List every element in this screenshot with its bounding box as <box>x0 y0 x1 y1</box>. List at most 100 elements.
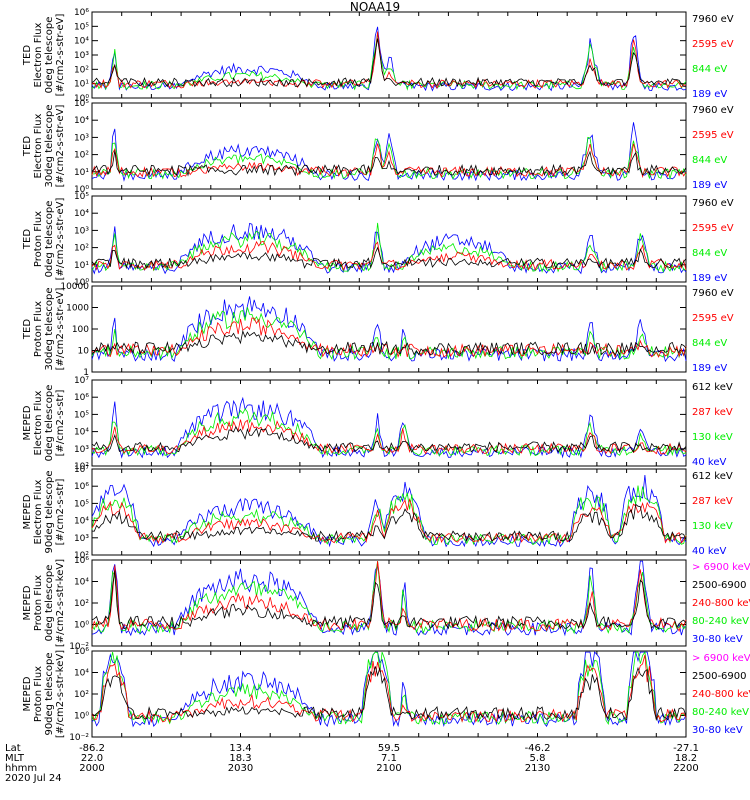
series-trace <box>91 666 687 721</box>
xaxis-lat: 59.5 <box>378 743 400 754</box>
ytick-label: 10⁴ <box>74 37 89 47</box>
series-trace <box>91 143 687 179</box>
ytick-label: 10⁴ <box>74 116 89 126</box>
legend-entry: 2500-6900 <box>692 671 747 682</box>
legend-entry: 240-800 keV <box>692 598 750 609</box>
series-trace <box>91 408 687 457</box>
series-trace <box>91 570 687 631</box>
series-trace <box>91 38 687 88</box>
ytick-label: 10⁶ <box>74 393 89 403</box>
ylabel-line: [#/cm2-s-str] <box>55 478 66 545</box>
panel-5 <box>91 379 687 467</box>
ytick-label: 10² <box>74 244 89 254</box>
ytick-label: 10⁴ <box>74 428 89 438</box>
ylabel-line: MEPED <box>22 405 33 440</box>
ylabel-line: TED <box>22 229 33 250</box>
ylabel-line: [#/cm2-s-str-keV] <box>55 650 66 738</box>
legend-entry: 130 keV <box>692 432 733 443</box>
legend-entry: > 6900 keV <box>692 653 750 664</box>
panel-frame <box>91 559 687 647</box>
xaxis-hhmm: 2200 <box>673 763 698 774</box>
legend-entry: 189 eV <box>692 363 727 374</box>
ytick-label: 10⁰ <box>74 278 89 288</box>
ytick-label: 10000 <box>60 282 89 292</box>
series-trace <box>91 561 687 633</box>
xaxis-mlt: 7.1 <box>381 753 397 764</box>
ytick-label: 10⁻² <box>69 642 89 652</box>
xaxis-hhmm: 2130 <box>525 763 550 774</box>
ytick-label: 10⁶ <box>74 482 89 492</box>
ytick-label: 10⁵ <box>74 499 89 509</box>
ylabel-line: MEPED <box>22 676 33 711</box>
legend-entry: 80-240 keV <box>692 616 749 627</box>
legend-entry: 189 eV <box>692 273 727 284</box>
chart-title: NOAA19 <box>349 0 401 14</box>
ytick-label: 10¹ <box>74 80 89 90</box>
series-trace <box>91 296 687 363</box>
ytick-label: 1000 <box>66 304 89 314</box>
xaxis-lat: -27.1 <box>673 743 699 754</box>
ylabel-line: 0deg telescope <box>44 17 55 94</box>
legend-entry: 7960 eV <box>692 198 734 209</box>
ylabel-line: Electron Flux <box>33 22 44 87</box>
ylabel-line: 0deg telescope <box>44 201 55 278</box>
xaxis-hhmm: 2100 <box>376 763 401 774</box>
xaxis-mlt: 22.0 <box>81 753 103 764</box>
ylabel-line: 0deg telescope <box>44 565 55 642</box>
panel-3 <box>91 195 687 283</box>
xaxis-lat: -86.2 <box>79 743 105 754</box>
series-trace <box>91 560 687 637</box>
series-trace <box>91 222 687 275</box>
ytick-label: 10² <box>74 690 89 700</box>
ytick-label: 100 <box>72 325 89 335</box>
ylabel-line: Electron Flux <box>33 479 44 544</box>
ylabel-line: Proton Flux <box>33 666 44 722</box>
ytick-label: 10³ <box>74 133 89 143</box>
ytick-label: 10⁰ <box>74 621 89 631</box>
ylabel-line: [#/cm2-s-str-eV] <box>55 198 66 281</box>
ytick-label: 10¹ <box>74 261 89 271</box>
ylabel-line: Electron Flux <box>33 113 44 178</box>
ytick-label: 10² <box>74 599 89 609</box>
series-trace <box>91 425 687 454</box>
series-trace <box>91 329 687 356</box>
xaxis-lat: 13.4 <box>229 743 251 754</box>
series-trace <box>91 136 687 181</box>
legend-entry: 2595 eV <box>692 130 734 141</box>
legend-entry: 189 eV <box>692 89 727 100</box>
legend-entry: 7960 eV <box>692 288 734 299</box>
ytick-label: 10² <box>74 462 89 472</box>
series-trace <box>91 651 687 726</box>
xaxis-row-label: 2020 Jul 24 <box>5 773 62 784</box>
legend-entry: 844 eV <box>692 155 727 166</box>
series-trace <box>91 485 687 546</box>
ytick-label: 10² <box>74 151 89 161</box>
ylabel-line: Proton Flux <box>33 301 44 357</box>
ytick-label: 10³ <box>74 51 89 61</box>
ytick-label: 10⁰ <box>74 185 89 195</box>
xaxis-mlt: 18.2 <box>675 753 697 764</box>
ytick-label: 10³ <box>74 534 89 544</box>
legend-entry: 7960 eV <box>692 14 734 25</box>
ylabel-line: 0deg telescope <box>44 385 55 462</box>
ylabel-line: 30deg telescope <box>44 287 55 370</box>
legend-entry: 612 keV <box>692 471 733 482</box>
ytick-label: 10³ <box>74 226 89 236</box>
ytick-label: 10⁵ <box>74 99 89 109</box>
xaxis-row-label: MLT <box>5 753 25 764</box>
panel-2 <box>91 102 687 190</box>
ylabel-line: [#/cm2-s-str-eV] <box>55 288 66 371</box>
ytick-label: 10⁰ <box>74 94 89 104</box>
ytick-label: 10⁴ <box>74 209 89 219</box>
ylabel-line: [#/cm2-s-str-keV] <box>55 559 66 647</box>
ylabel-line: MEPED <box>22 585 33 620</box>
legend-entry: 287 keV <box>692 407 733 418</box>
ytick-label: 10² <box>74 65 89 75</box>
legend-entry: 80-240 keV <box>692 707 749 718</box>
series-trace <box>91 26 687 92</box>
panel-6 <box>91 468 687 556</box>
ylabel-line: 30deg telescope <box>44 104 55 187</box>
series-trace <box>91 561 687 635</box>
panel-1 <box>91 11 687 99</box>
